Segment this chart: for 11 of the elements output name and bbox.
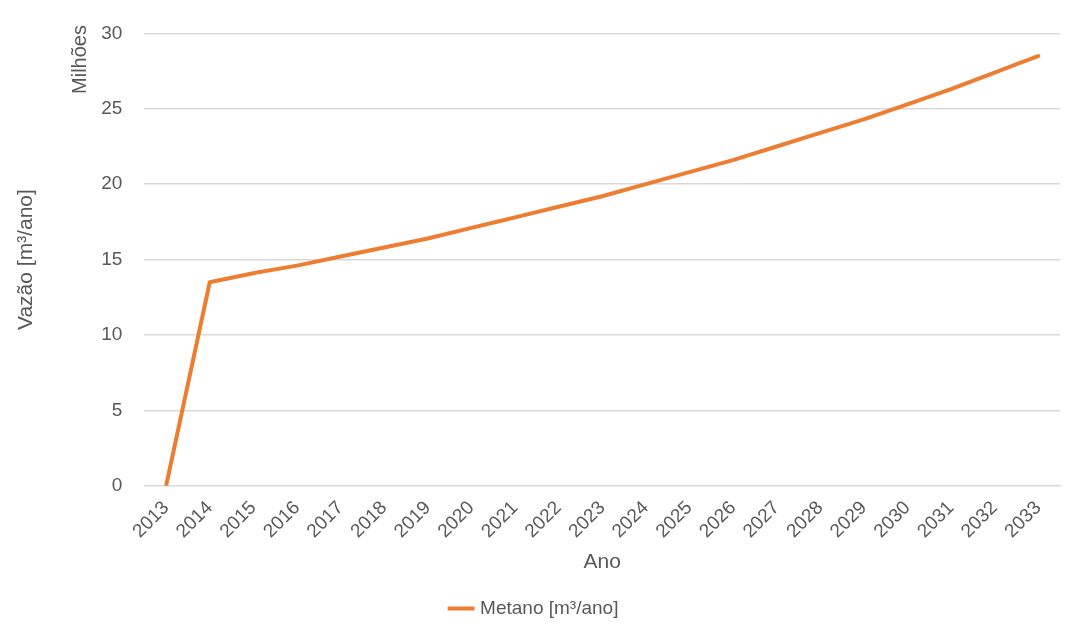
y-tick-label: 30 [101,21,123,43]
text: Milhões [68,25,92,95]
y-tick-label: 0 [111,474,123,496]
y-tick-label: 20 [101,172,123,194]
y-tick-label: 10 [101,323,123,345]
legend-label: Metano [m³/ano] [480,596,619,618]
y-tick-label: 25 [101,97,123,119]
y-tick-label: 15 [101,247,123,269]
y-tick-label: 5 [111,398,123,420]
x-axis-title: Ano [583,549,621,573]
y-axis-title: Vazão [m³/ano] [13,189,37,331]
